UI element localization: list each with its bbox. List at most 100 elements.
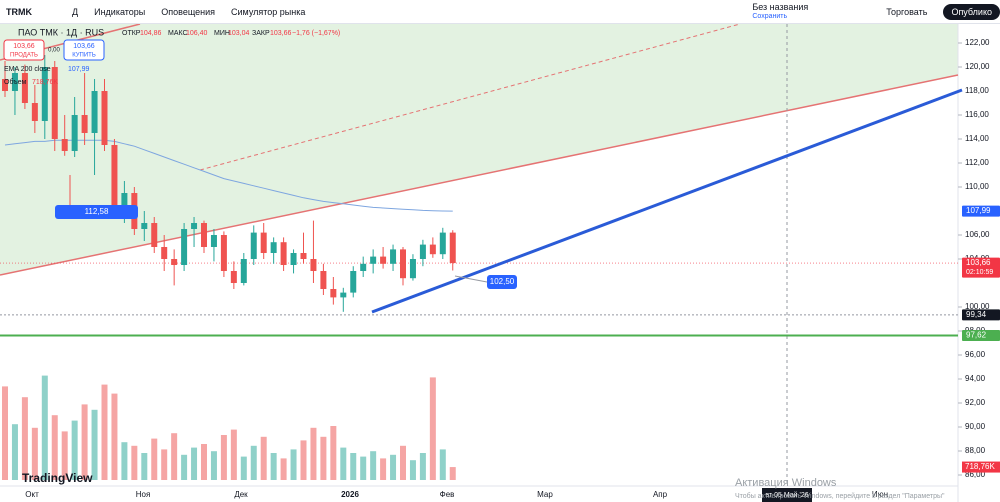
candle-body [300,253,307,259]
candle-body [91,91,98,133]
price-badge [962,257,1000,278]
legend-ohlc: 103,66 [270,30,292,37]
time-label: Дек [234,490,248,499]
volume-bar [220,435,227,480]
layout-status: Сохранить [752,12,788,20]
volume-bar [320,436,327,480]
trend-line [0,74,959,276]
time-label: Апр [653,490,668,499]
volume-bar [350,453,357,480]
price-tick-label: 118,00 [965,86,989,95]
price-badge-label: 107,99 [966,206,991,215]
volume-bar [260,436,267,480]
candle-body [151,223,158,247]
buy-price: 103,66 [73,43,95,50]
candle-body [141,223,148,229]
volume-bar [141,453,148,480]
candle-body [191,223,198,229]
volume-bar [51,415,58,480]
candle-body [61,139,68,151]
candle-body [409,259,416,279]
volume-bar [171,433,178,480]
legend-ohlc: 103,04 [228,30,250,37]
price-tick-label: 110,00 [965,182,989,191]
crosshair-time-box [762,488,812,502]
candle-body [240,259,247,283]
volume-bar [151,438,158,480]
legend-change: −1,76 (−1,67%) [292,30,340,37]
time-label: Фев [440,490,455,499]
ema-legend: EMA 200 close [4,66,51,73]
candle-body [111,145,118,205]
volume-bar [419,453,426,480]
volume-bar [131,445,138,480]
candle-body [419,244,426,259]
candle-body [390,249,397,264]
sell-button[interactable] [3,39,45,61]
candle-body [41,67,48,121]
candle-body [360,263,367,271]
volume-bar [310,427,317,480]
volume-bar [11,424,18,480]
replay-button[interactable]: Симулятор рынка [231,6,306,17]
candle-body [429,244,436,255]
annotation-connector [454,275,488,283]
candle-body [220,235,227,271]
price-badge [962,205,1000,217]
time-label: Ноя [136,490,151,499]
candle-body [310,259,317,271]
buy-button[interactable] [63,39,105,61]
candle-body [21,73,28,103]
candle-body [81,115,88,133]
candle-body [290,253,297,265]
watermark-text: Чтобы активировать Windows, перейдите в … [735,492,945,500]
annotation-right-box [487,275,517,289]
publish-button[interactable]: Опублико [943,3,1000,20]
candle-body [439,232,446,255]
time-label: 2026 [341,490,359,499]
alerts-button[interactable]: Оповещения [161,6,216,17]
candle-body [330,289,337,298]
volume-bar [121,442,128,480]
trade-button[interactable]: Торговать [886,6,928,17]
legend-ohlc: МАКС [168,30,188,37]
candle-body [161,247,168,259]
sell-price: 103,66 [13,43,35,50]
volume-bar [71,420,78,480]
annotation-left-box [55,205,138,219]
volume-bar [370,451,377,480]
volume-bar [81,404,88,480]
time-label: Окт [25,490,39,499]
time-label: Июн [872,490,888,499]
price-badge-label: 103,66 [966,258,991,267]
interval[interactable]: Д [72,6,79,17]
layout-name: Без названия [752,1,809,12]
volume-bar [449,467,456,480]
volume-bar [300,440,307,480]
symbol-search[interactable]: TRMK [6,6,32,17]
trend-line [371,88,963,314]
volume-bar [270,453,277,480]
volume-bar [390,454,397,480]
annotation-right: 102,50 [490,277,515,286]
price-badge-label: 99,34 [966,310,987,319]
candle-body [370,256,377,264]
price-badge-sub: 02:10:59 [966,269,993,276]
indicators-button[interactable]: Индикаторы [94,6,146,17]
price-badge [962,330,1000,342]
volume-badge-label: 718,76K [965,462,995,471]
volume-bar [380,458,387,480]
toolbar: TRMK Д Индикаторы Оповещения Симулятор р… [0,0,1000,24]
candle-body [171,259,178,265]
trend-line-dashed [199,24,741,171]
volume-bar [2,386,8,480]
candle-body [121,193,128,205]
candle-body [380,256,387,264]
volume-bar [230,429,237,480]
volume-bar [439,449,446,480]
price-tick-label: 90,00 [965,422,986,431]
crosshair-time: вт 05 Май '26 [765,491,808,499]
layout-menu[interactable]: Без названия Сохранить [752,1,809,21]
volume-bar [429,377,436,480]
